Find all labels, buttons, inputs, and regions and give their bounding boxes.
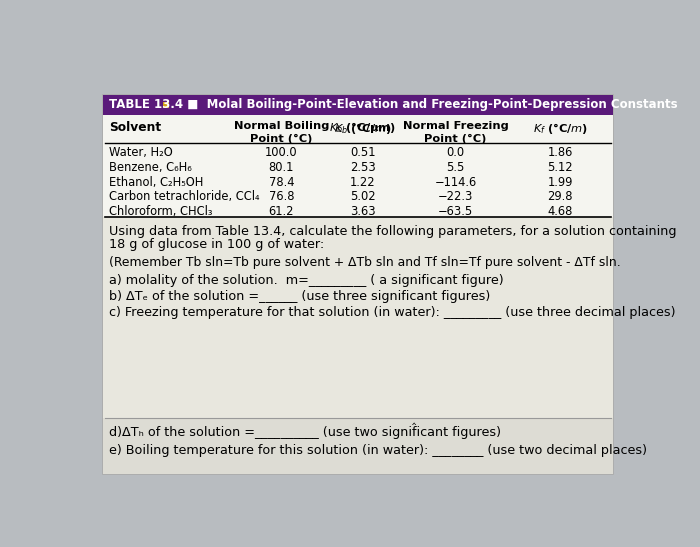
Bar bbox=[163, 102, 169, 108]
Text: Carbon tetrachloride, CCl₄: Carbon tetrachloride, CCl₄ bbox=[109, 190, 260, 203]
Text: 76.8: 76.8 bbox=[269, 190, 294, 203]
Text: e) Boiling temperature for this solution (in water): ________ (use two decimal p: e) Boiling temperature for this solution… bbox=[109, 445, 648, 457]
Text: 61.2: 61.2 bbox=[269, 205, 294, 218]
Text: $K_b$ (°C/μm): $K_b$ (°C/μm) bbox=[329, 120, 396, 135]
Text: (Remember Tb sln=Tb pure solvent + ΔTb sln and Tf sln=Tf pure solvent - ΔTf sln.: (Remember Tb sln=Tb pure solvent + ΔTb s… bbox=[109, 256, 621, 269]
Bar bbox=[103, 115, 613, 269]
Text: 4.68: 4.68 bbox=[547, 205, 573, 218]
Text: 5.02: 5.02 bbox=[350, 190, 375, 203]
Text: d)ΔTₕ of the solution =__________ (use two significant figures): d)ΔTₕ of the solution =__________ (use t… bbox=[109, 426, 501, 439]
Text: 5.5: 5.5 bbox=[447, 161, 465, 174]
Bar bbox=[103, 95, 613, 115]
Text: 1.99: 1.99 bbox=[547, 176, 573, 189]
Text: Water, H₂O: Water, H₂O bbox=[109, 147, 173, 160]
Text: 2.53: 2.53 bbox=[350, 161, 375, 174]
Text: ‸: ‸ bbox=[412, 412, 416, 425]
Text: c) Freezing temperature for that solution (in water): _________ (use three decim: c) Freezing temperature for that solutio… bbox=[109, 306, 676, 319]
Text: TABLE 13.4 ■  Molal Boiling-Point-Elevation and Freezing-Point-Depression Consta: TABLE 13.4 ■ Molal Boiling-Point-Elevati… bbox=[109, 98, 678, 112]
Bar bbox=[103, 95, 613, 474]
Text: 3.63: 3.63 bbox=[350, 205, 375, 218]
Text: 5.12: 5.12 bbox=[547, 161, 573, 174]
Text: 80.1: 80.1 bbox=[269, 161, 294, 174]
Text: Using data from Table 13.4, calculate the following parameters, for a solution c: Using data from Table 13.4, calculate th… bbox=[109, 225, 677, 238]
Text: −63.5: −63.5 bbox=[438, 205, 473, 218]
Text: Normal Boiling
Point (°C): Normal Boiling Point (°C) bbox=[234, 121, 329, 143]
Text: 1.86: 1.86 bbox=[547, 147, 573, 160]
Bar bbox=[103, 217, 613, 418]
Text: Normal Freezing
Point (°C): Normal Freezing Point (°C) bbox=[402, 121, 508, 143]
Text: −22.3: −22.3 bbox=[438, 190, 473, 203]
Text: $K_b$ (°C/$m$): $K_b$ (°C/$m$) bbox=[334, 121, 391, 136]
Text: 29.8: 29.8 bbox=[547, 190, 573, 203]
Text: −114.6: −114.6 bbox=[435, 176, 477, 189]
Text: 0.0: 0.0 bbox=[447, 147, 465, 160]
Bar bbox=[103, 418, 613, 474]
Text: b) ΔTₑ of the solution =______ (use three significant figures): b) ΔTₑ of the solution =______ (use thre… bbox=[109, 290, 491, 302]
Text: Ethanol, C₂H₅OH: Ethanol, C₂H₅OH bbox=[109, 176, 204, 189]
Text: Solvent: Solvent bbox=[109, 121, 161, 134]
Text: Benzene, C₆H₆: Benzene, C₆H₆ bbox=[109, 161, 192, 174]
Text: 0.51: 0.51 bbox=[350, 147, 375, 160]
Text: 100.0: 100.0 bbox=[265, 147, 298, 160]
Text: $K_f$ (°C/$m$): $K_f$ (°C/$m$) bbox=[533, 121, 588, 136]
Text: 18 g of glucose in 100 g of water:: 18 g of glucose in 100 g of water: bbox=[109, 238, 324, 251]
Text: a) molality of the solution.  m=_________ ( a significant figure): a) molality of the solution. m=_________… bbox=[109, 274, 504, 287]
Text: 1.22: 1.22 bbox=[350, 176, 375, 189]
Text: 78.4: 78.4 bbox=[269, 176, 294, 189]
Text: Chloroform, CHCl₃: Chloroform, CHCl₃ bbox=[109, 205, 213, 218]
